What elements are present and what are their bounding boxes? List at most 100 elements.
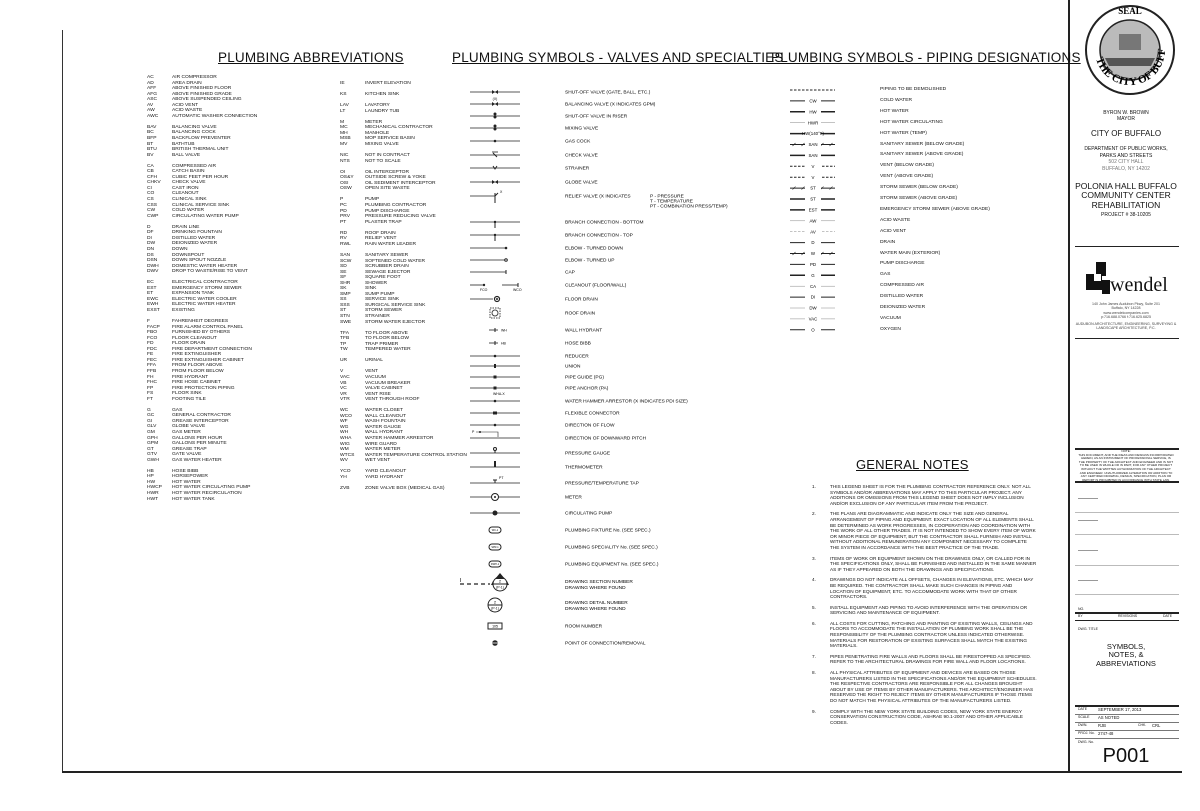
piping-label: EMERGENCY STORM SEWER (ABOVE GRADE) <box>880 206 990 212</box>
symbol-label-2: DRAWING WHERE FOUND <box>565 606 626 612</box>
cleanout-icon: FCO WCO CLEANOUT (FLOOR/WALL) <box>470 283 627 292</box>
abbreviation-row: RD ROOF DRAIN <box>340 231 467 237</box>
abbreviation-code: CHKV <box>147 180 161 186</box>
abbreviation-row: FDC FIRE DEPARTMENT CONNECTION <box>147 347 257 353</box>
abbreviation-row: GI GREASE INTERCEPTOR <box>147 419 257 425</box>
abbreviation-code: TW <box>340 347 348 353</box>
abbreviation-row: TW TEMPERED WATER <box>340 347 467 353</box>
strainer-icon: STRAINER <box>470 166 590 172</box>
water-hammer-arrestor-icon: WHA-X WATER HAMMER ARRESTOR (X INDICATES … <box>470 392 688 405</box>
abbreviation-meaning: HOT WATER <box>172 479 201 485</box>
abbreviation-code: WV <box>340 458 348 464</box>
pitch-direction-icon: P DIRECTION OF DOWNWARD PITCH <box>470 430 647 442</box>
abbreviation-meaning: NOT IN CONTRACT <box>365 153 411 159</box>
revision-line <box>1078 498 1098 499</box>
firm-website: www.wendelcompanies.com <box>1103 310 1149 315</box>
abbreviation-code: VC <box>340 386 347 392</box>
abbreviation-code: MV <box>340 142 348 148</box>
room-number-icon: 105 ROOM NUMBER <box>487 622 603 630</box>
symbol-label: BALANCING VALVE (X INDICATES GPM) <box>565 102 656 108</box>
abbreviation-meaning: FURNISHED BY OTHERS <box>172 330 231 336</box>
abbreviation-meaning: BRITISH THERMAL UNIT <box>172 147 229 153</box>
abbreviation-meaning: HOT WATER CIRCULATING PUMP <box>172 485 251 491</box>
abbreviation-meaning: ABOVE FINISHED GRADE <box>172 91 232 97</box>
abbreviation-code: FDC <box>147 346 158 352</box>
abbreviation-meaning: EMERGENCY STORM SEWER <box>172 285 242 291</box>
piping-line-sample: ST <box>790 185 835 192</box>
abbreviation-meaning: BALANCING COCK <box>172 130 216 136</box>
abbreviation-row: NIC NOT IN CONTRACT <box>340 153 467 159</box>
abbreviation-meaning: YARD CLEANOUT <box>365 469 407 475</box>
abbreviation-code: LT <box>340 108 346 114</box>
abbreviation-row: FH FIRE HYDRANT <box>147 375 257 381</box>
abbreviation-row: UR URINAL <box>340 358 467 364</box>
abbreviation-code: EWH <box>147 302 159 308</box>
abbreviation-code: AV <box>147 102 154 108</box>
abbreviation-meaning: METER <box>365 119 383 125</box>
abbreviation-meaning: DRAIN LINE <box>172 224 200 230</box>
fixture-tag-icon: WC-1 PLUMBING FIXTURE No. (SEE SPEC.) <box>488 526 651 534</box>
note-text: THIS LEGEND SHEET IS FOR THE PLUMBING CO… <box>830 484 1031 506</box>
divider <box>1075 448 1179 450</box>
abbreviation-meaning: COLD WATER <box>172 208 205 214</box>
abbreviation-code: FFA <box>147 363 156 369</box>
piping-tag: VAC <box>809 317 818 322</box>
project-name-line-3: REHABILITATION <box>1091 199 1161 210</box>
abbreviation-meaning: LAVATORY <box>365 103 390 109</box>
piping-line-sample: SAN <box>790 141 835 148</box>
symbol-label: WATER HAMMER ARRESTOR (X INDICATES PDI S… <box>565 399 688 405</box>
abbreviation-code: WM <box>340 447 349 453</box>
abbreviation-row: WH WALL HYDRANT <box>340 430 467 436</box>
abbreviation-code: GT <box>147 446 154 452</box>
abbreviation-row: PC PLUMBING CONTRACTOR <box>340 203 467 209</box>
abbreviation-meaning: STORM SEWER <box>365 308 402 314</box>
abbreviation-meaning: FLOOR DRAIN <box>172 341 206 347</box>
note-text: THIS DOCUMENT, AND THE IDEAS AND DESIGNS… <box>1078 452 1174 482</box>
abbreviation-row: ZVB ZONE VALVE BOX (MEDICAL GAS) <box>340 486 467 492</box>
abbreviation-row: CB CATCH BASIN <box>147 169 257 175</box>
abbreviation-meaning: HORSEPOWER <box>172 474 208 480</box>
abbreviation-row: FCO FLOOR CLEANOUT <box>147 336 257 342</box>
piping-label: WATER MAIN (EXTERIOR) <box>880 250 941 256</box>
abbreviation-code: FFB <box>147 368 157 374</box>
abbreviation-code: BT <box>147 141 154 147</box>
abbreviation-code: BV <box>147 152 154 158</box>
symbol-label: UNION <box>565 364 581 370</box>
valve-symbols-legend: SHUT-OFF VALVE (GATE, BALL, ETC.) (X) BALA… <box>460 90 728 647</box>
note-number: 8. <box>812 670 816 676</box>
abbreviation-code: STN <box>340 313 350 319</box>
gas-cock-icon: GAS COCK <box>470 139 591 145</box>
abbreviation-meaning: VACUUM <box>365 374 386 380</box>
piping-tag: PD <box>810 262 816 267</box>
general-note: 2. THE PLANS ARE DIAGRAMMATIC AND INDICAT… <box>812 511 1037 550</box>
note-number: 6. <box>812 620 816 626</box>
symbol-label: REDUCER <box>565 354 589 360</box>
abbreviation-code: CFH <box>147 174 158 180</box>
symbol-label: SHUT-OFF VALVE (GATE, BALL, ETC.) <box>565 90 651 96</box>
abbreviation-meaning: WATER GAUGE <box>365 424 402 430</box>
svg-text:SEAL: SEAL <box>1118 6 1142 16</box>
piping-label: ACID VENT <box>880 228 907 234</box>
title-block-border-bottom <box>1068 771 1182 773</box>
abbreviation-meaning: URINAL <box>365 358 383 364</box>
abbreviation-code: CB <box>147 169 154 175</box>
piping-tag: O <box>811 327 815 332</box>
scale-value: AS NOTED <box>1098 714 1120 720</box>
symbol-tag: X <box>500 190 503 194</box>
valves-heading: PLUMBING SYMBOLS - VALVES AND SPECIALTIE… <box>452 50 784 65</box>
abbreviation-row: SS SERVICE SINK <box>340 297 467 303</box>
abbreviation-meaning: LAUNDRY TUB <box>365 108 400 114</box>
piping-tag: ST <box>810 186 816 191</box>
general-notes-heading: GENERAL NOTES <box>856 457 969 472</box>
abbreviation-meaning: DEIONIZED WATER <box>172 241 218 247</box>
revision-line <box>1075 534 1179 535</box>
mayor-title: MAYOR <box>1117 116 1135 122</box>
abbreviation-meaning: SEWAGE EJECTOR <box>365 269 411 275</box>
abbreviation-meaning: BALL VALVE <box>172 152 201 158</box>
divider <box>1075 722 1179 723</box>
abbreviation-meaning: PLASTER TRAP <box>365 219 402 225</box>
symbol-label: FLOOR DRAIN <box>565 297 598 303</box>
abbreviation-meaning: DOWNSPOUT <box>172 252 205 258</box>
sheet-border-left <box>62 30 63 772</box>
